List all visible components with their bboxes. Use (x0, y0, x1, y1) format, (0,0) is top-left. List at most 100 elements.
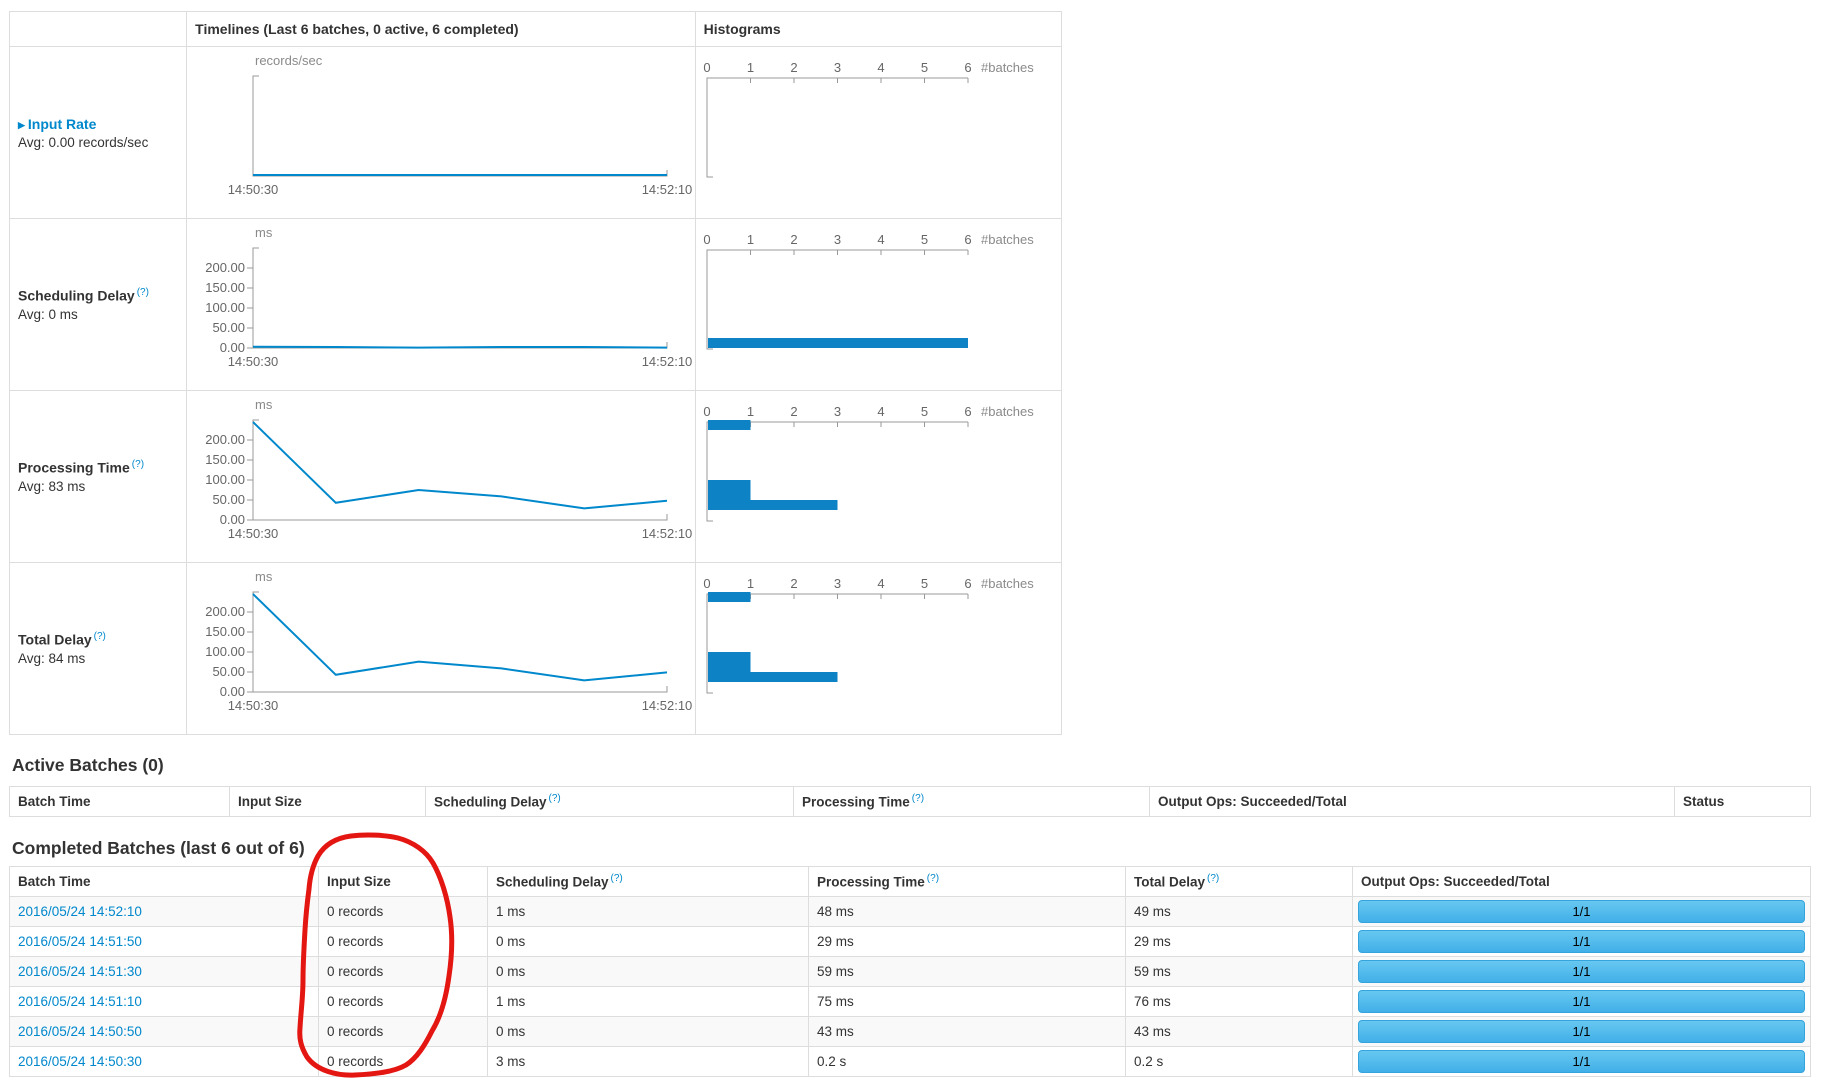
input-size-cell: 0 records (318, 956, 488, 987)
expand-triangle-icon: ▶ (18, 119, 25, 130)
completed-batch-row: 2016/05/24 14:51:10 0 records 1 ms 75 ms… (9, 986, 1811, 1017)
timeline-cell: ms 200.00 150.00 100.00 50.00 0.00 14:50:30 14:… (186, 390, 696, 563)
processing-time-cell: 48 ms (808, 896, 1126, 927)
input-size-cell: 0 records (318, 1046, 488, 1077)
timeline-x-tick: 14:52:10 (642, 182, 693, 197)
charts-header-row: Timelines (Last 6 batches, 0 active, 6 c… (8, 11, 1063, 47)
histogram-x-tick: 4 (877, 576, 884, 591)
histogram-x-tick: 5 (921, 60, 928, 75)
completed-batch-row: 2016/05/24 14:51:50 0 records 0 ms 29 ms… (9, 926, 1811, 957)
histogram-x-tick: 1 (747, 404, 754, 419)
batch-time-cell: 2016/05/24 14:51:30 (9, 956, 319, 987)
timeline-unit-label: ms (255, 225, 273, 240)
active-batches-title: Active Batches (0) (12, 755, 164, 775)
output-ops-cell: 1/1 (1352, 956, 1811, 987)
help-tooltip-icon[interactable]: (?) (1207, 873, 1220, 885)
histogram-x-tick: 6 (964, 404, 971, 419)
histogram-x-tick: 5 (921, 232, 928, 247)
histogram-axis-label: #batches (981, 60, 1034, 75)
timeline-x-tick: 14:52:10 (642, 526, 693, 541)
output-ops-cell: 1/1 (1352, 1046, 1811, 1077)
batch-time-link[interactable]: 2016/05/24 14:50:30 (18, 1054, 142, 1069)
histogram-axis-label: #batches (981, 404, 1034, 419)
histogram-x-tick: 2 (790, 576, 797, 591)
histogram-x-tick: 1 (747, 60, 754, 75)
metric-avg: Avg: 0.00 records/sec (18, 134, 149, 150)
timeline-data-line (252, 593, 668, 682)
metric-toggle-link[interactable]: Input Rate (27, 115, 97, 132)
histogram-x-tick: 2 (790, 232, 797, 247)
active-col-scheduling-delay: Scheduling Delay (?) (425, 786, 794, 817)
histogram-x-tick: 4 (877, 404, 884, 419)
help-tooltip-icon[interactable]: (?) (926, 873, 940, 885)
histogram-bar (707, 338, 968, 348)
scheduling-delay-cell: 0 ms (487, 1016, 809, 1047)
metric-label: Scheduling Delay (18, 287, 135, 304)
input-size-cell: 0 records (318, 1016, 488, 1047)
timeline-y-tick: 200.00 (205, 260, 245, 275)
completed-batch-row: 2016/05/24 14:50:30 0 records 3 ms 0.2 s… (9, 1046, 1811, 1077)
output-ops-progress-bar: 1/1 (1358, 1020, 1805, 1043)
total-delay-cell: 0.2 s (1125, 1046, 1353, 1077)
help-tooltip-icon[interactable]: (?) (136, 287, 149, 299)
chart-row-scheduling-delay: Scheduling Delay (?) Avg: 0 ms ms 200.00 15… (8, 218, 1063, 391)
histogram-cell: 0 1 2 3 4 5 6 #batches (694, 46, 1063, 219)
timeline-y-tick: 0.00 (220, 512, 245, 527)
batch-time-link[interactable]: 2016/05/24 14:51:10 (18, 994, 142, 1009)
timeline-y-tick: 100.00 (205, 644, 245, 659)
metric-label-cell: ▶ Input Rate Avg: 0.00 records/sec (8, 46, 188, 219)
help-tooltip-icon[interactable]: (?) (93, 631, 106, 643)
metric-label: Total Delay (18, 631, 92, 648)
processing-time-cell: 29 ms (808, 926, 1126, 957)
help-tooltip-icon[interactable]: (?) (131, 459, 145, 471)
total-delay-cell: 76 ms (1125, 986, 1353, 1017)
batch-time-cell: 2016/05/24 14:51:10 (9, 986, 319, 1017)
batch-time-link[interactable]: 2016/05/24 14:51:30 (18, 964, 142, 979)
completed-col-input-size: Input Size (318, 866, 488, 897)
output-ops-cell: 1/1 (1352, 1016, 1811, 1047)
charts-header-histograms: Histograms (694, 11, 1063, 47)
batch-time-cell: 2016/05/24 14:50:50 (9, 1016, 319, 1047)
output-ops-progress-bar: 1/1 (1358, 990, 1805, 1013)
batch-time-link[interactable]: 2016/05/24 14:50:50 (18, 1024, 142, 1039)
timeline-y-tick: 150.00 (205, 624, 245, 639)
output-ops-cell: 1/1 (1352, 926, 1811, 957)
histogram-bar (707, 480, 751, 490)
timeline-x-tick: 14:50:30 (228, 354, 279, 369)
output-ops-cell: 1/1 (1352, 986, 1811, 1017)
charts-header-timelines: Timelines (Last 6 batches, 0 active, 6 c… (186, 11, 696, 47)
batch-time-link[interactable]: 2016/05/24 14:52:10 (18, 904, 142, 919)
timeline-chart-input-rate: records/sec 14:50:30 14:52:10 (228, 53, 693, 197)
chart-row-input-rate: ▶ Input Rate Avg: 0.00 records/sec record… (8, 46, 1063, 219)
histogram-chart-scheduling-delay: 0 1 2 3 4 5 6 #batches (703, 232, 1034, 350)
batch-time-cell: 2016/05/24 14:50:30 (9, 1046, 319, 1077)
timeline-x-tick: 14:52:10 (642, 698, 693, 713)
help-tooltip-icon[interactable]: (?) (911, 793, 925, 805)
help-tooltip-icon[interactable]: (?) (610, 873, 623, 885)
metric-avg: Avg: 83 ms (18, 478, 86, 494)
active-col-status: Status (1674, 786, 1811, 817)
histogram-x-tick: 6 (964, 232, 971, 247)
metric-avg: Avg: 84 ms (18, 650, 86, 666)
histogram-x-tick: 2 (790, 60, 797, 75)
histogram-x-tick: 0 (703, 232, 710, 247)
batch-time-link[interactable]: 2016/05/24 14:51:50 (18, 934, 142, 949)
histogram-chart-total-delay: 0 1 2 3 4 5 6 #batches (703, 576, 1034, 694)
histogram-x-tick: 4 (877, 232, 884, 247)
output-ops-progress-bar: 1/1 (1358, 1050, 1805, 1073)
histogram-x-tick: 5 (921, 404, 928, 419)
charts-header-empty (8, 11, 188, 47)
timeline-y-tick: 0.00 (220, 340, 245, 355)
help-tooltip-icon[interactable]: (?) (548, 793, 561, 805)
timeline-unit-label: ms (255, 397, 273, 412)
scheduling-delay-cell: 1 ms (487, 896, 809, 927)
histogram-bar (707, 420, 751, 430)
completed-batch-row: 2016/05/24 14:52:10 0 records 1 ms 48 ms… (9, 896, 1811, 927)
input-size-cell: 0 records (318, 926, 488, 957)
output-ops-progress-bar: 1/1 (1358, 960, 1805, 983)
histogram-x-tick: 0 (703, 404, 710, 419)
completed-batch-row: 2016/05/24 14:51:30 0 records 0 ms 59 ms… (9, 956, 1811, 987)
output-ops-progress-bar: 1/1 (1358, 900, 1805, 923)
